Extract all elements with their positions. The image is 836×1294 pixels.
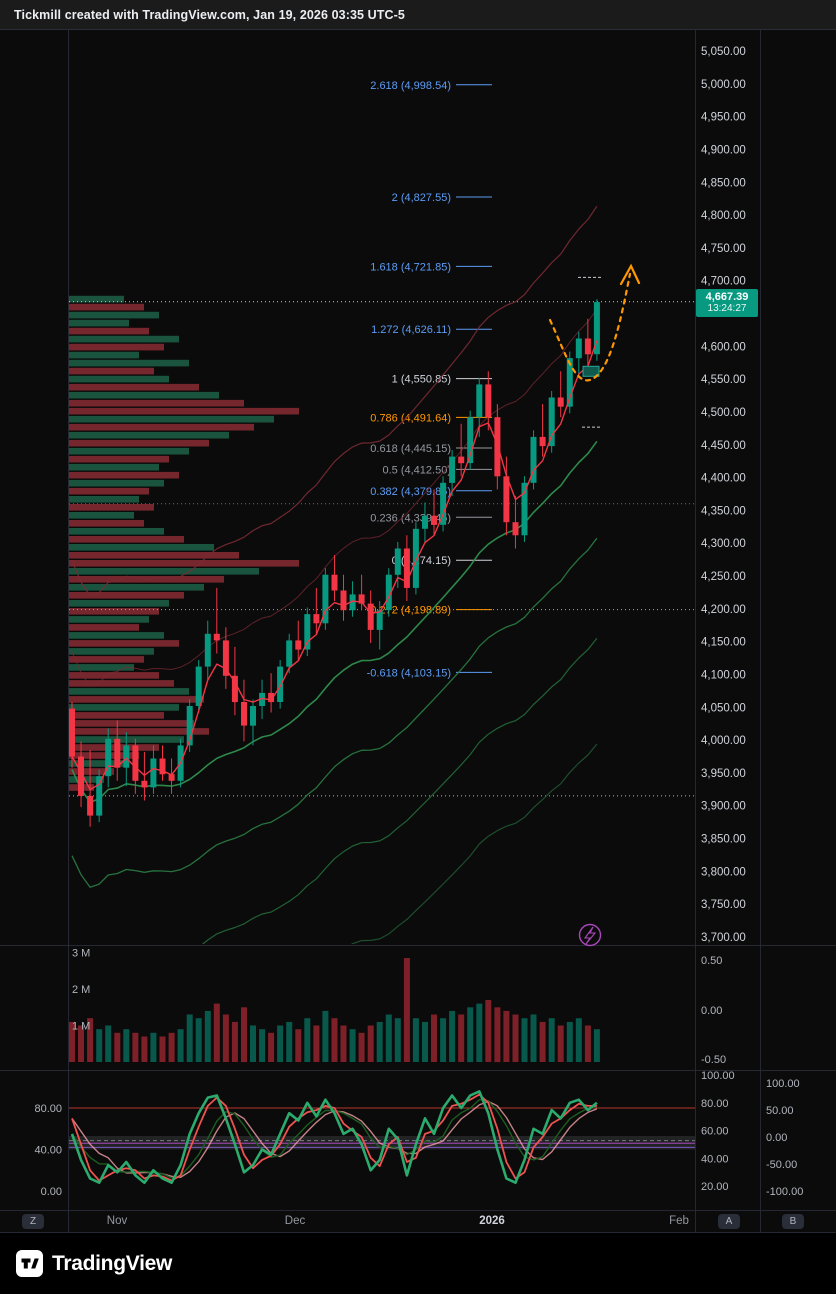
fib-label: 0.382 (4,379.85): [370, 486, 451, 498]
time-axis[interactable]: Nov Dec 2026 Feb: [107, 1215, 689, 1227]
tradingview-logo-text: TradingView: [52, 1251, 173, 1275]
fib-label: 0.236 (4,339.45): [370, 512, 451, 524]
price-axis-label: 4,700.00: [701, 276, 746, 288]
svg-text:-100.00: -100.00: [766, 1186, 803, 1198]
price-axis-label: 3,750.00: [701, 899, 746, 911]
volume-profile: [69, 295, 299, 791]
price-axis-label: 4,100.00: [701, 670, 746, 682]
price-axis-label: 4,200.00: [701, 604, 746, 616]
price-axis-label: 4,050.00: [701, 702, 746, 714]
tradingview-logo-icon: [16, 1250, 43, 1277]
fib-label: 0.5 (4,412.50): [383, 464, 452, 476]
svg-text:20.00: 20.00: [701, 1181, 729, 1193]
oscillator-series: [70, 1090, 598, 1184]
price-axis-label: 3,800.00: [701, 866, 746, 878]
fib-label: 1.618 (4,721.85): [370, 261, 451, 273]
fib-label: -0.618 (4,103.15): [367, 667, 451, 679]
svg-text:0.00: 0.00: [701, 1005, 722, 1017]
ema-line: [71, 340, 598, 791]
price-axis-label: 4,350.00: [701, 505, 746, 517]
last-price-badge: 4,667.39 13:24:27: [696, 289, 758, 317]
tradingview-logo[interactable]: TradingView: [16, 1250, 172, 1277]
price-axis-label: 4,850.00: [701, 177, 746, 189]
time-axis-label: 2026: [479, 1215, 505, 1227]
horizontal-lines: [69, 301, 695, 797]
svg-text:0.50: 0.50: [701, 955, 722, 967]
svg-text:50.00: 50.00: [766, 1105, 794, 1117]
price-scale-a-badge[interactable]: A: [718, 1214, 740, 1229]
svg-text:40.00: 40.00: [701, 1153, 729, 1165]
price-axis-label: 4,400.00: [701, 473, 746, 485]
price-axis-label: 4,500.00: [701, 407, 746, 419]
price-axis-label: 4,800.00: [701, 210, 746, 222]
price-scale-b-badge[interactable]: B: [782, 1214, 804, 1229]
price-axis-label: 4,600.00: [701, 341, 746, 353]
pane-borders: [0, 30, 836, 1233]
price-axis-label: 4,900.00: [701, 144, 746, 156]
price-axis-label: 4,150.00: [701, 637, 746, 649]
time-axis-label: Dec: [285, 1215, 306, 1227]
volume-series: [69, 958, 600, 1063]
svg-text:3 M: 3 M: [72, 948, 90, 960]
price-axis[interactable]: 5,050.00 5,000.00 4,950.00 4,900.00 4,850.00…: [701, 46, 746, 944]
price-axis-label: 4,300.00: [701, 538, 746, 550]
bar-countdown: 13:24:27: [707, 303, 747, 314]
svg-text:40.00: 40.00: [34, 1145, 62, 1157]
order-markers: [578, 276, 601, 428]
svg-text:60.00: 60.00: [701, 1126, 729, 1138]
svg-text:100.00: 100.00: [701, 1070, 735, 1082]
oscillator-axis: 80.00 40.00 0.00 100.00 80.00 60.00 40.00 20.00…: [34, 1070, 803, 1198]
svg-text:80.00: 80.00: [34, 1103, 62, 1115]
price-axis-label: 3,950.00: [701, 768, 746, 780]
svg-text:-50.00: -50.00: [766, 1159, 797, 1171]
oscillator-mid-band: [69, 1136, 695, 1150]
fib-label: 0.618 (4,445.15): [370, 443, 451, 455]
price-axis-label: 4,550.00: [701, 374, 746, 386]
time-axis-label: Nov: [107, 1215, 128, 1227]
price-axis-label: 4,250.00: [701, 571, 746, 583]
timezone-badge[interactable]: Z: [22, 1214, 44, 1229]
price-axis-label: 4,950.00: [701, 112, 746, 124]
projection-arrow: [548, 263, 641, 382]
svg-text:-0.50: -0.50: [701, 1054, 726, 1066]
price-axis-label: 5,050.00: [701, 46, 746, 58]
fib-levels: 2.618 (4,998.54) 2 (4,827.55) 1.618 (4,721…: [367, 80, 492, 679]
last-price-value: 4,667.39: [705, 291, 749, 303]
volume-axis: 3 M 2 M 1 M 0.50 0.00 -0.50: [72, 948, 726, 1067]
svg-text:0.00: 0.00: [766, 1132, 787, 1144]
svg-text:2 M: 2 M: [72, 984, 90, 996]
svg-text:1 M: 1 M: [72, 1021, 90, 1033]
header-title: Tickmill created with TradingView.com, J…: [14, 8, 405, 22]
time-axis-label: Feb: [669, 1215, 689, 1227]
price-axis-label: 4,450.00: [701, 440, 746, 452]
price-axis-label: 3,700.00: [701, 932, 746, 944]
fib-label: 0.786 (4,491.64): [370, 412, 451, 424]
header-bar: Tickmill created with TradingView.com, J…: [0, 0, 836, 30]
lightning-tool-icon[interactable]: [578, 923, 602, 947]
price-axis-label: 3,850.00: [701, 834, 746, 846]
svg-text:100.00: 100.00: [766, 1078, 800, 1090]
price-axis-label: 5,000.00: [701, 79, 746, 91]
svg-text:0.00: 0.00: [41, 1186, 62, 1198]
fib-label: 2 (4,827.55): [392, 192, 451, 204]
price-axis-label: 3,900.00: [701, 801, 746, 813]
price-axis-label: 4,750.00: [701, 243, 746, 255]
fib-label: 1.272 (4,626.11): [371, 324, 451, 336]
fib-label: 2.618 (4,998.54): [370, 80, 451, 92]
footer-bar: TradingView: [0, 1233, 836, 1294]
svg-text:80.00: 80.00: [701, 1098, 729, 1110]
price-axis-label: 4,000.00: [701, 735, 746, 747]
